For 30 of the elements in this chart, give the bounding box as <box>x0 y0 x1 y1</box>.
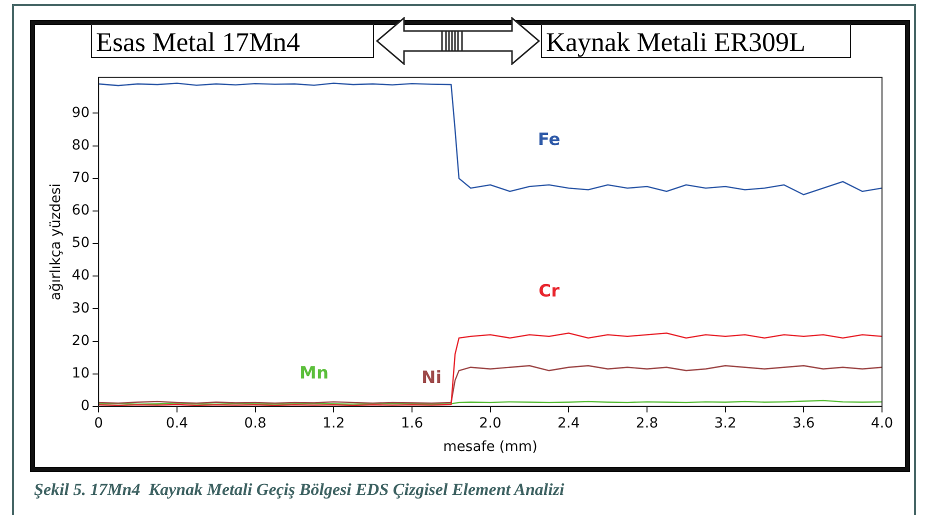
x-tick-label: 2.8 <box>636 415 658 432</box>
y-axis-title: ağırlıkça yüzdesi <box>48 183 64 300</box>
y-tick-label: 60 <box>72 202 90 219</box>
y-tick-label: 80 <box>72 137 90 154</box>
y-tick-label: 40 <box>72 268 90 284</box>
y-tick-label: 90 <box>72 104 90 121</box>
y-tick-label: 50 <box>72 235 90 252</box>
x-tick-label: 3.6 <box>792 415 815 432</box>
x-tick-label: 0 <box>94 415 104 432</box>
x-tick-label: 2.0 <box>479 415 502 432</box>
x-tick-label: 0.8 <box>244 415 266 432</box>
x-axis-title: mesafe (mm) <box>443 439 538 456</box>
series-label: Mn <box>300 363 329 384</box>
x-tick-label: 4.0 <box>870 415 894 432</box>
y-tick-label: 70 <box>72 170 90 186</box>
x-tick-label: 1.2 <box>322 415 345 432</box>
y-tick-label: 20 <box>72 332 90 349</box>
series-label: Ni <box>422 368 442 388</box>
x-tick-label: 2.4 <box>558 415 580 432</box>
x-tick-label: 1.6 <box>400 415 424 432</box>
text: Şekil 5. 17Mn4 Kaynak Metali Geçiş Bölgesi EDS Çizgisel Element Analizi <box>34 480 564 500</box>
x-tick-label: 3.2 <box>714 415 736 432</box>
series-label: Cr <box>538 281 560 302</box>
text: Kaynak Metali ER309L <box>541 24 851 58</box>
text: Fe <box>538 130 560 150</box>
x-tick-label: 0.4 <box>166 415 188 432</box>
y-tick-label: 0 <box>80 398 90 414</box>
y-tick-label: 10 <box>72 365 90 382</box>
text: Esas Metal 17Mn4 <box>91 24 374 58</box>
y-tick-label: 30 <box>72 300 90 316</box>
